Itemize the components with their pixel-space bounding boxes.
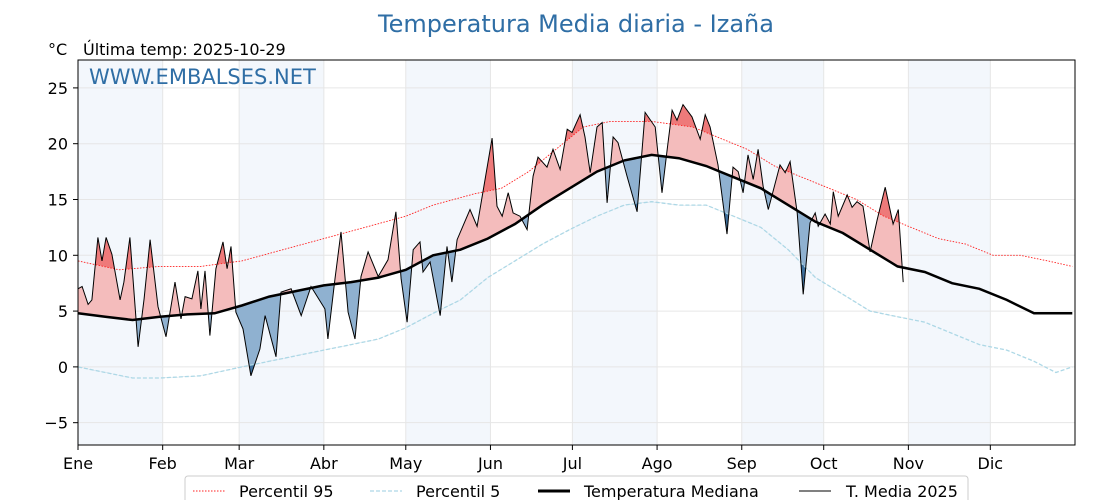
series-line-median	[77, 153, 1073, 322]
y-tick-label: −5	[44, 414, 68, 433]
x-tick-label: Oct	[810, 454, 838, 473]
last-temp-label: Última temp: 2025-10-29	[83, 40, 286, 59]
x-tick-label: May	[389, 454, 422, 473]
series-lines	[77, 103, 1073, 379]
x-tick-label: Ago	[642, 454, 673, 473]
x-tick-label: Jul	[562, 454, 582, 473]
y-tick-label: 10	[48, 246, 68, 265]
above-p95-fill	[78, 104, 904, 270]
month-bands	[78, 60, 991, 445]
series-line-2025	[77, 103, 904, 376]
legend-box	[184, 475, 969, 500]
y-tick-label: 0	[58, 358, 68, 377]
x-tick-label: Abr	[310, 454, 338, 473]
y-tick-label: 5	[58, 302, 68, 321]
legend-label-median: Temperatura Mediana	[583, 482, 759, 500]
x-tick-label: Nov	[893, 454, 924, 473]
legend-label-p95: Percentil 95	[239, 482, 334, 500]
month-band	[908, 60, 991, 445]
month-band	[572, 60, 658, 445]
chart-title: Temperatura Media diaria - Izaña	[377, 10, 774, 38]
x-tick-label: Feb	[149, 454, 177, 473]
month-band	[741, 60, 824, 445]
plot-frame	[77, 59, 1076, 446]
month-band	[239, 60, 324, 445]
y-tick-label: 20	[48, 135, 68, 154]
x-tick-label: Jun	[477, 454, 503, 473]
watermark: WWW.EMBALSES.NET	[89, 65, 316, 89]
y-tick-label: 15	[48, 190, 68, 209]
grid-lines	[77, 60, 1075, 445]
series-line-p95	[77, 120, 1073, 271]
x-tick-label: Dic	[978, 454, 1004, 473]
x-tick-label: Sep	[727, 454, 757, 473]
y-tick-label: 25	[48, 79, 68, 98]
legend-label-p5: Percentil 5	[416, 482, 500, 500]
x-tick-label: Mar	[224, 454, 255, 473]
axes: Ene Feb Mar Abr May Jun Jul Ago Sep Oct Nov Dic −5 0 5…	[44, 79, 1003, 473]
legend-label-2025: T. Media 2025	[845, 482, 958, 500]
series-line-p5	[77, 201, 1073, 379]
legend: Percentil 95 Percentil 5 Temperatura Med…	[184, 475, 969, 500]
y-axis-unit: °C	[48, 40, 67, 59]
x-tick-label: Ene	[63, 454, 93, 473]
